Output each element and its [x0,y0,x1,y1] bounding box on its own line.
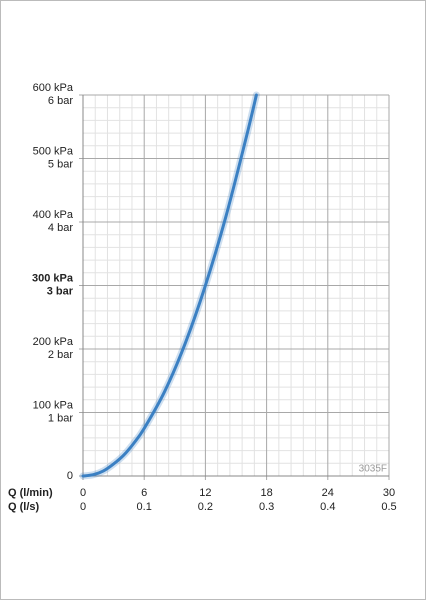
y-tick-label: 500 kPa [33,145,74,157]
y-tick-label: 0 [67,470,73,482]
y2-tick-label: 5 bar [48,158,73,170]
plot [79,91,260,480]
y-tick-label: 100 kPa [33,399,74,411]
y-tick-label: 200 kPa [33,336,74,348]
x-tick-label: 30 [383,487,395,499]
x2-tick-label: 0.3 [259,501,274,513]
y2-tick-label: 6 bar [48,95,73,107]
y-tick-label: 300 kPa [32,272,74,284]
x-tick-label: 6 [141,487,147,499]
y2-tick-label: 2 bar [48,349,73,361]
x-tick-label: 0 [80,487,86,499]
y-tick-label: 600 kPa [33,82,74,94]
y2-tick-label: 3 bar [47,285,74,297]
line [81,93,258,478]
grid [79,94,390,480]
x2-tick-label: 0.5 [381,501,396,513]
x2-tick-label: 0.4 [320,501,335,513]
x-tick-label: 24 [322,487,334,499]
y2-tick-label: 1 bar [48,412,73,424]
x2-tick-label: 0.2 [198,501,213,513]
x-tick-label: 12 [199,487,211,499]
y-tick-label: 400 kPa [33,209,74,221]
x2-tick-label: 0.1 [137,501,152,513]
x-tick-label: 18 [260,487,272,499]
x-axis-label: Q (l/min) [8,487,53,499]
x2-axis-label: Q (l/s) [8,501,40,513]
x2-tick-label: 0 [80,501,86,513]
annotation: 3035F [359,464,387,475]
y2-tick-label: 4 bar [48,222,73,234]
